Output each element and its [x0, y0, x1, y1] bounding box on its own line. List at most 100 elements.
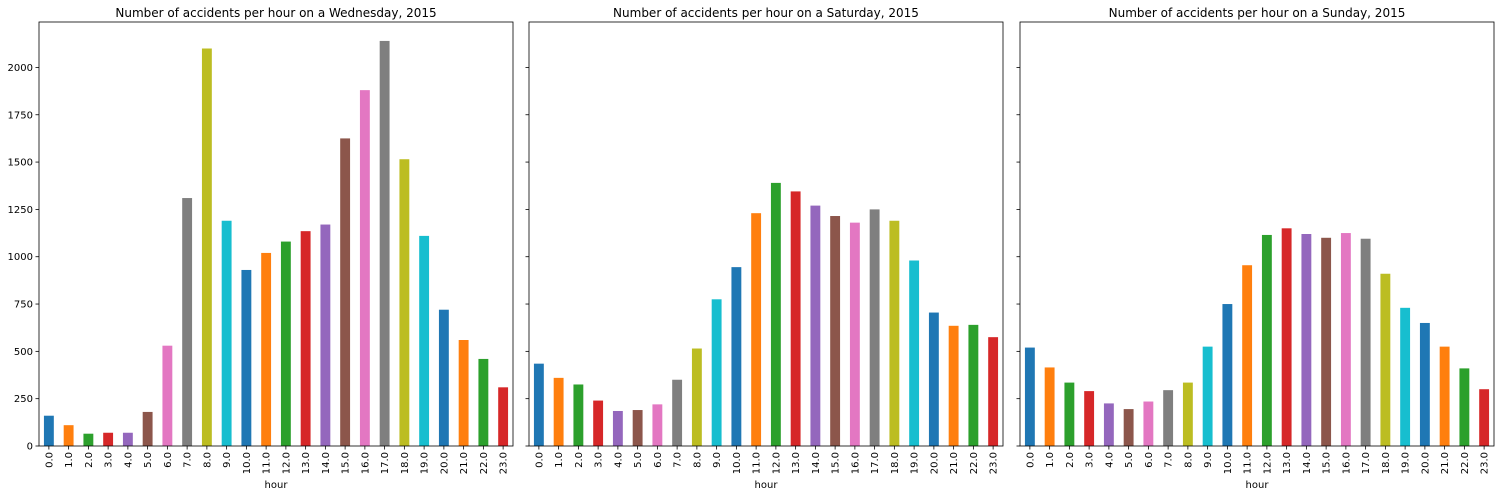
x-tick-label: 22.0: [969, 452, 980, 474]
bar: [261, 252, 272, 446]
x-tick-label: 4.0: [613, 452, 624, 468]
x-tick-label: 18.0: [400, 452, 411, 474]
x-tick-label: 7.0: [183, 452, 194, 468]
bar: [83, 433, 94, 446]
x-tick-label: 21.0: [949, 452, 960, 474]
bar: [182, 198, 193, 446]
x-tick-label: 10.0: [732, 452, 743, 474]
x-tick-label: 23.0: [1480, 452, 1491, 474]
bar: [1222, 304, 1233, 446]
bar: [478, 358, 489, 446]
bar: [122, 432, 133, 446]
bar: [320, 224, 331, 446]
y-tick-label: 500: [14, 347, 33, 358]
bar: [340, 138, 351, 446]
x-tick-label: 9.0: [712, 452, 723, 468]
y-tick-label: 1000: [8, 252, 33, 263]
x-tick-label: 9.0: [222, 452, 233, 468]
x-tick-label: 1.0: [554, 452, 565, 468]
chart-title: Number of accidents per hour on a Saturd…: [613, 6, 919, 20]
bar: [849, 222, 860, 446]
bar: [968, 324, 979, 446]
x-tick-label: 13.0: [791, 452, 802, 474]
x-tick-label: 7.0: [673, 452, 684, 468]
bar: [731, 267, 742, 447]
x-tick-label: 17.0: [1361, 452, 1372, 474]
bar: [1281, 228, 1292, 446]
bar: [359, 90, 370, 446]
bar: [162, 345, 173, 446]
x-tick-label: 18.0: [1381, 452, 1392, 474]
bar: [1321, 237, 1332, 446]
bar: [909, 260, 920, 446]
y-tick-label: 250: [14, 394, 33, 405]
bar: [438, 309, 449, 446]
plot-area: 0.0 1.0 2.0 3.0 4.0 5.0 6.0 7.0 8.0 9.0 10.0 11.0 12…: [8, 21, 514, 474]
bar: [1044, 367, 1055, 446]
bar: [1479, 389, 1490, 446]
bar: [1439, 346, 1450, 447]
bar: [1123, 409, 1134, 446]
bar: [221, 220, 232, 446]
x-tick-label: 8.0: [202, 452, 213, 468]
bar: [691, 348, 702, 446]
x-tick-label: 21.0: [1440, 452, 1451, 474]
plot-frame: [1019, 21, 1495, 447]
bar: [498, 387, 509, 446]
y-tick-label: 2000: [8, 63, 33, 74]
x-tick-label: 18.0: [890, 452, 901, 474]
bar: [63, 425, 74, 446]
bar: [632, 410, 643, 446]
x-tick-label: 0.0: [44, 452, 55, 468]
x-tick-label: 10.0: [242, 452, 253, 474]
x-tick-label: 12.0: [771, 452, 782, 474]
x-tick-label: 11.0: [262, 452, 273, 474]
bar: [1064, 382, 1075, 446]
bar: [1261, 234, 1272, 446]
x-tick-label: 3.0: [104, 452, 115, 468]
plot-area: 0.0 1.0 2.0 3.0 4.0 5.0 6.0 7.0 8.0 9.0 10.0 11.0 12…: [1016, 21, 1495, 474]
bar: [948, 325, 959, 446]
x-tick-label: 14.0: [321, 452, 332, 474]
bar: [988, 337, 999, 446]
chart-saturday: Number of accidents per hour on a Saturd…: [525, 6, 1004, 491]
x-tick-label: 2.0: [574, 452, 585, 468]
x-tick-label: 19.0: [1401, 452, 1412, 474]
bar: [869, 209, 880, 446]
bar: [1163, 390, 1174, 446]
bar: [573, 384, 584, 446]
bar: [1024, 347, 1035, 446]
bar: [790, 191, 801, 446]
bar: [593, 400, 604, 446]
y-tick-label: 1250: [8, 205, 33, 216]
x-tick-label: 1.0: [1045, 452, 1056, 468]
x-tick-label: 22.0: [479, 452, 490, 474]
bar: [241, 269, 252, 446]
bar: [612, 410, 623, 446]
bar: [1400, 307, 1411, 446]
bar: [1301, 234, 1312, 446]
x-tick-label: 12.0: [281, 452, 292, 474]
x-tick-label: 4.0: [1104, 452, 1115, 468]
x-tick-label: 19.0: [910, 452, 921, 474]
bar: [751, 213, 762, 446]
x-axis-label: hour: [1246, 480, 1270, 491]
x-tick-label: 11.0: [752, 452, 763, 474]
chart-title: Number of accidents per hour on a Sunday…: [1109, 6, 1406, 20]
bar: [553, 377, 564, 446]
plot-frame: [38, 21, 514, 447]
bar: [1242, 265, 1253, 446]
bar: [399, 159, 410, 447]
bar: [300, 231, 311, 446]
x-tick-label: 22.0: [1460, 452, 1471, 474]
x-tick-label: 11.0: [1243, 452, 1254, 474]
x-tick-label: 20.0: [439, 452, 450, 474]
chart-sunday: Number of accidents per hour on a Sunday…: [1016, 6, 1495, 491]
bar: [1419, 322, 1430, 446]
bar: [1143, 401, 1154, 446]
x-tick-label: 8.0: [1183, 452, 1194, 468]
x-tick-label: 2.0: [1065, 452, 1076, 468]
x-tick-label: 19.0: [420, 452, 431, 474]
y-tick-label: 750: [14, 300, 33, 311]
